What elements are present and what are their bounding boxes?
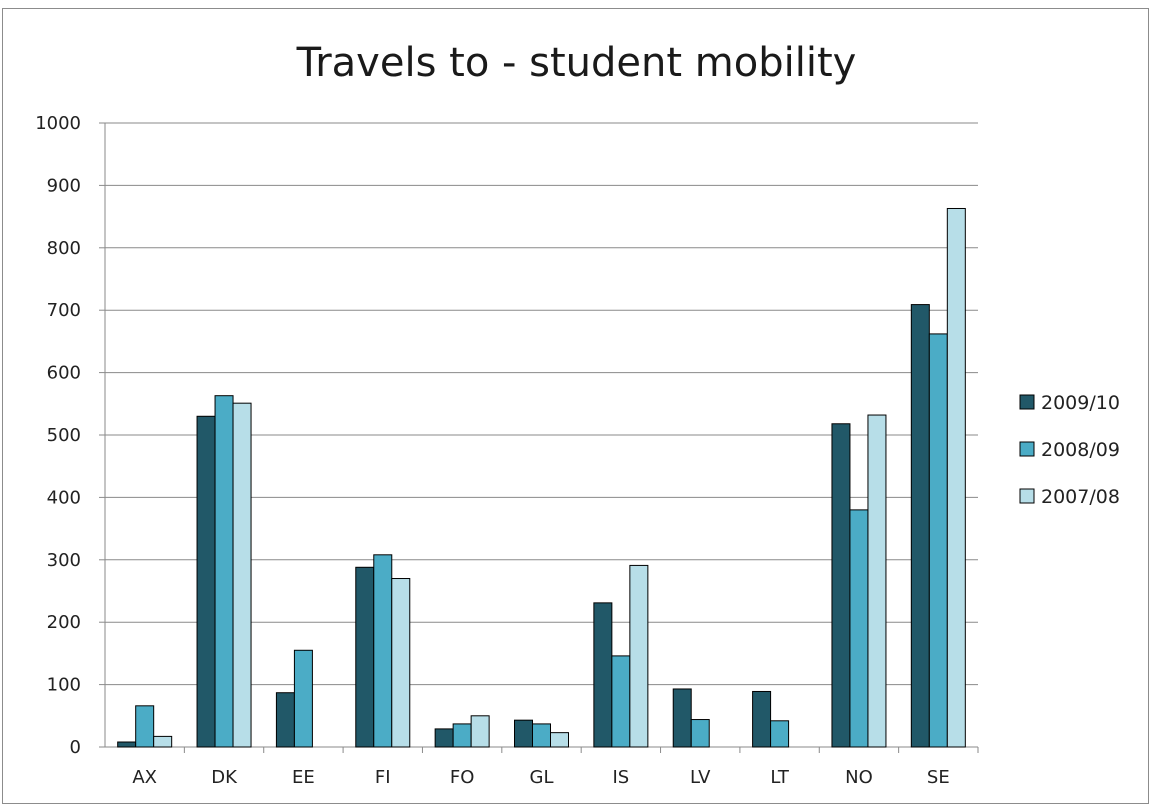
bar-gl-2009-10 bbox=[514, 719, 533, 748]
bar-fo-2009-10 bbox=[434, 728, 454, 748]
bar-fo-2008-09 bbox=[452, 723, 472, 748]
bar-is-2009-10 bbox=[593, 602, 613, 748]
legend-swatch bbox=[1019, 441, 1035, 457]
bar-dk-2007-08 bbox=[232, 402, 252, 748]
x-axis-ticks: AX DK EE FI FO GL IS LV LT NO SE bbox=[132, 767, 949, 788]
y-tick-label: 600 bbox=[47, 363, 81, 384]
x-tick-label: DK bbox=[211, 767, 238, 788]
bar-no-2007-08 bbox=[867, 414, 887, 748]
legend-label: 2009/10 bbox=[1041, 392, 1120, 414]
bar-lv-2008-09 bbox=[690, 719, 710, 748]
bar-no-2008-09 bbox=[849, 509, 869, 748]
bar-is-2007-08 bbox=[629, 564, 649, 748]
y-tick-label: 400 bbox=[47, 487, 81, 508]
y-tick-label: 300 bbox=[47, 550, 81, 571]
x-tick-label: SE bbox=[927, 767, 950, 788]
x-tick-label: LV bbox=[690, 767, 711, 788]
bar-dk-2008-09 bbox=[214, 395, 234, 748]
legend-label: 2007/08 bbox=[1041, 486, 1120, 508]
bar-se-2009-10 bbox=[910, 304, 930, 748]
bar-ee-2008-09 bbox=[293, 649, 313, 748]
legend: 2009/10 2008/09 2007/08 bbox=[1019, 392, 1120, 508]
bar-gl-2007-08 bbox=[550, 732, 569, 748]
bar-se-2008-09 bbox=[928, 333, 948, 748]
bar-gl-2008-09 bbox=[532, 723, 551, 748]
bar-ee-2009-10 bbox=[275, 692, 295, 748]
x-tick-label: GL bbox=[530, 767, 554, 788]
y-tick-label: 100 bbox=[47, 675, 81, 696]
x-tick-label: LT bbox=[770, 767, 790, 788]
x-tick-label: AX bbox=[132, 767, 157, 788]
bar-ax-2008-09 bbox=[135, 705, 155, 748]
bar-se-2007-08 bbox=[946, 207, 966, 748]
x-tick-label: EE bbox=[292, 767, 315, 788]
bars bbox=[117, 207, 966, 748]
bar-ax-2009-10 bbox=[117, 741, 137, 748]
y-tick-label: 1000 bbox=[35, 113, 81, 134]
bar-fo-2007-08 bbox=[470, 715, 490, 748]
bar-dk-2009-10 bbox=[196, 415, 216, 748]
y-tick-label: 800 bbox=[47, 238, 81, 259]
y-tick-label: 200 bbox=[47, 612, 81, 633]
bar-ax-2007-08 bbox=[153, 735, 173, 748]
bar-fi-2008-09 bbox=[373, 554, 393, 748]
legend-label: 2008/09 bbox=[1041, 439, 1120, 461]
x-tick-label: NO bbox=[845, 767, 873, 788]
bar-no-2009-10 bbox=[831, 423, 851, 748]
bar-lv-2009-10 bbox=[672, 688, 692, 748]
bar-fi-2007-08 bbox=[391, 578, 411, 748]
bar-lt-2009-10 bbox=[752, 690, 772, 748]
y-tick-label: 900 bbox=[47, 175, 81, 196]
x-tick-label: FO bbox=[450, 767, 475, 788]
x-tick-label: FI bbox=[375, 767, 391, 788]
y-axis-ticks: 0 100 200 300 400 500 600 700 800 900 1000 bbox=[35, 113, 81, 758]
legend-swatch bbox=[1019, 394, 1035, 410]
y-tick-label: 0 bbox=[70, 737, 81, 758]
chart-title: Travels to - student mobility bbox=[296, 40, 857, 86]
x-tick-label: IS bbox=[612, 767, 629, 788]
y-tick-label: 500 bbox=[47, 425, 81, 446]
legend-swatch bbox=[1019, 488, 1035, 504]
y-tick-label: 700 bbox=[47, 300, 81, 321]
bar-is-2008-09 bbox=[611, 655, 631, 748]
bar-lt-2008-09 bbox=[770, 720, 790, 748]
bar-fi-2009-10 bbox=[355, 566, 375, 748]
